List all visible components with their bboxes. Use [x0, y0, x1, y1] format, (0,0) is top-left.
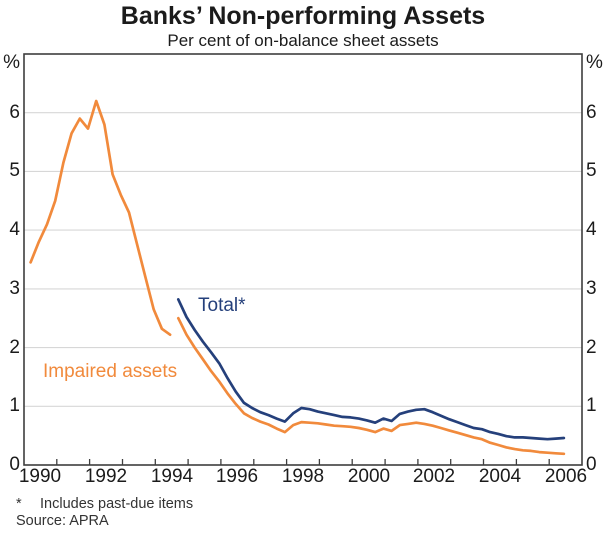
- y-tick-label-left: 3: [9, 278, 20, 299]
- year-label: 1996: [215, 466, 259, 487]
- y-tick-label-right: 5: [586, 160, 597, 181]
- year-label: 1994: [150, 466, 194, 487]
- footnote-marker: *: [16, 496, 22, 512]
- footnote: * Includes past-due items: [16, 496, 193, 513]
- impaired-line: [29, 99, 172, 337]
- year-label: 2000: [347, 466, 391, 487]
- footnote-text: Includes past-due items: [40, 496, 194, 512]
- y-axis-unit-left: %: [3, 52, 20, 73]
- y-tick-label-left: 5: [9, 160, 20, 181]
- y-tick-label-left: 2: [9, 337, 20, 358]
- y-tick-label-left: 0: [9, 454, 20, 475]
- y-tick-label-left: 1: [9, 395, 20, 416]
- impaired-series-label: Impaired assets: [43, 361, 178, 382]
- source-note: Source: APRA: [16, 513, 109, 529]
- year-label: 1992: [84, 466, 128, 487]
- total-line: [176, 298, 566, 441]
- y-tick-label-right: 2: [586, 337, 597, 358]
- y-tick-label-right: 0: [586, 454, 597, 475]
- year-label: 1998: [281, 466, 325, 487]
- y-tick-label-left: 4: [9, 219, 20, 240]
- total-series-label: Total*: [198, 295, 246, 316]
- year-label: 2006: [544, 466, 588, 487]
- plot-frame: [23, 53, 583, 466]
- y-tick-label-right: 4: [586, 219, 597, 240]
- y-tick-label-right: 1: [586, 395, 597, 416]
- y-axis-unit-right: %: [586, 52, 603, 73]
- y-tick-label-left: 6: [9, 102, 20, 123]
- year-label: 1990: [18, 466, 62, 487]
- chart-subtitle: Per cent of on-balance sheet assets: [167, 31, 439, 50]
- y-tick-label-right: 6: [586, 102, 597, 123]
- chart-title: Banks’ Non-performing Assets: [120, 2, 486, 30]
- year-label: 2002: [412, 466, 456, 487]
- year-label: 2004: [478, 466, 522, 487]
- impaired-line: [176, 316, 566, 456]
- y-tick-label-right: 3: [586, 278, 597, 299]
